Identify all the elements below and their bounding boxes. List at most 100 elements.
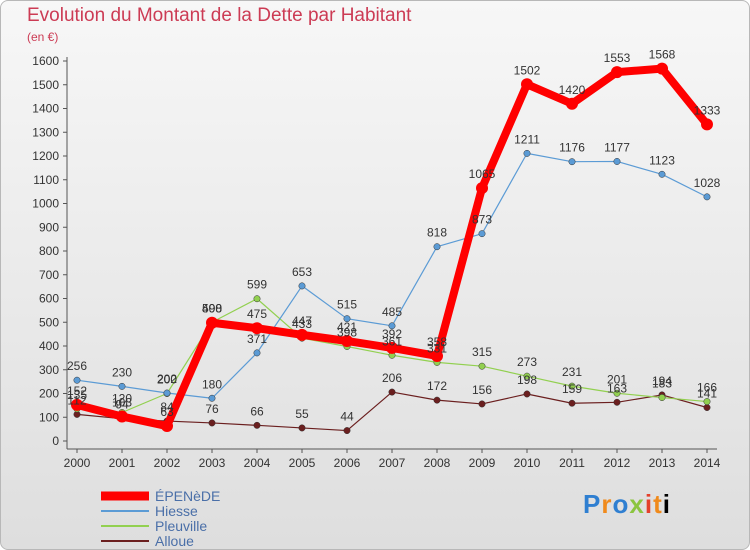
data-point [388, 388, 396, 396]
data-point [613, 158, 621, 165]
proxiti-logo: Proxiti [583, 489, 671, 519]
data-point [253, 349, 261, 357]
data-label: 135 [67, 388, 87, 402]
y-tick-label: 200 [39, 387, 59, 401]
data-label: 371 [247, 332, 267, 346]
data-point [611, 66, 623, 79]
data-label: 84 [160, 400, 174, 414]
data-label: 201 [607, 372, 627, 386]
data-point [566, 97, 578, 110]
data-point [341, 335, 353, 348]
data-label: 152 [67, 384, 87, 398]
data-label: 76 [205, 402, 219, 416]
data-label: 331 [427, 341, 447, 355]
data-label: 230 [112, 365, 132, 379]
data-point [296, 328, 308, 341]
y-tick-label: 1200 [32, 149, 59, 163]
data-label: 1553 [604, 51, 631, 65]
data-point [703, 398, 711, 406]
y-tick-label: 800 [39, 244, 59, 258]
y-tick-label: 700 [39, 268, 59, 282]
data-point [523, 372, 531, 380]
x-tick-label: 2012 [604, 456, 631, 470]
data-point [343, 427, 351, 434]
data-point [386, 341, 398, 354]
data-label: 63 [160, 405, 174, 419]
x-tick-label: 2009 [469, 456, 496, 470]
x-tick-label: 2000 [64, 456, 91, 470]
x-tick-label: 2002 [154, 456, 181, 470]
data-point [568, 382, 576, 390]
data-label: 498 [202, 302, 222, 316]
y-tick-label: 100 [39, 410, 59, 424]
data-point [388, 322, 396, 330]
data-label: 256 [67, 359, 87, 373]
data-label: 361 [382, 334, 402, 348]
data-label: 202 [157, 372, 177, 386]
data-label: 818 [427, 226, 447, 240]
data-label: 358 [427, 335, 447, 349]
legend-label: Alloue [155, 533, 194, 549]
data-label: 159 [562, 382, 582, 396]
data-point [253, 421, 261, 429]
legend-label: Pleuville [155, 518, 207, 534]
data-label: 163 [607, 381, 627, 395]
data-label: 433 [292, 317, 312, 331]
y-tick-label: 1300 [32, 125, 59, 139]
data-point [73, 376, 81, 384]
x-tick-label: 2001 [109, 456, 136, 470]
data-point [208, 394, 216, 402]
data-label: 66 [250, 404, 264, 418]
data-label: 315 [472, 345, 492, 359]
data-label: 1568 [649, 48, 676, 62]
data-point [433, 396, 441, 404]
data-label: 1065 [469, 167, 496, 181]
data-point [523, 149, 531, 157]
data-label: 120 [112, 392, 132, 406]
data-label: 55 [295, 407, 309, 421]
data-point [253, 295, 261, 303]
chart-title: Evolution du Montant de la Dette par Hab… [27, 5, 412, 26]
data-label: 44 [340, 410, 354, 424]
data-point [478, 230, 486, 238]
y-tick-label: 1600 [32, 54, 59, 68]
data-label: 141 [697, 387, 717, 401]
data-label: 273 [517, 355, 537, 369]
data-point [251, 322, 263, 335]
data-label: 398 [337, 325, 357, 339]
data-label: 873 [472, 213, 492, 227]
y-tick-label: 1400 [32, 102, 59, 116]
data-label: 1420 [559, 83, 586, 97]
x-tick-label: 2005 [289, 456, 316, 470]
data-label: 392 [382, 327, 402, 341]
data-point [118, 382, 126, 390]
data-point [656, 62, 668, 75]
data-label: 599 [247, 278, 267, 292]
x-tick-label: 2006 [334, 456, 361, 470]
chart-subtitle: (en €) [27, 30, 59, 44]
series-line-1 [76, 152, 708, 399]
data-label: 653 [292, 265, 312, 279]
data-point [521, 78, 533, 91]
data-point [343, 315, 351, 323]
data-point [703, 193, 711, 201]
data-label: 485 [382, 305, 402, 319]
data-label: 166 [697, 381, 717, 395]
y-tick-label: 0 [52, 434, 59, 448]
data-point [613, 389, 621, 397]
data-label: 94 [115, 398, 129, 412]
data-label: 103 [112, 396, 132, 410]
x-tick-label: 2011 [559, 456, 585, 470]
x-tick-label: 2013 [649, 456, 676, 470]
data-label: 1176 [559, 141, 585, 155]
data-label: 421 [337, 320, 357, 334]
y-tick-label: 400 [39, 339, 59, 353]
x-tick-label: 2004 [244, 456, 271, 470]
y-tick-label: 900 [39, 220, 59, 234]
data-point [476, 182, 488, 195]
data-label: 206 [382, 371, 402, 385]
data-label: 183 [652, 377, 672, 391]
data-label: 194 [652, 374, 672, 388]
